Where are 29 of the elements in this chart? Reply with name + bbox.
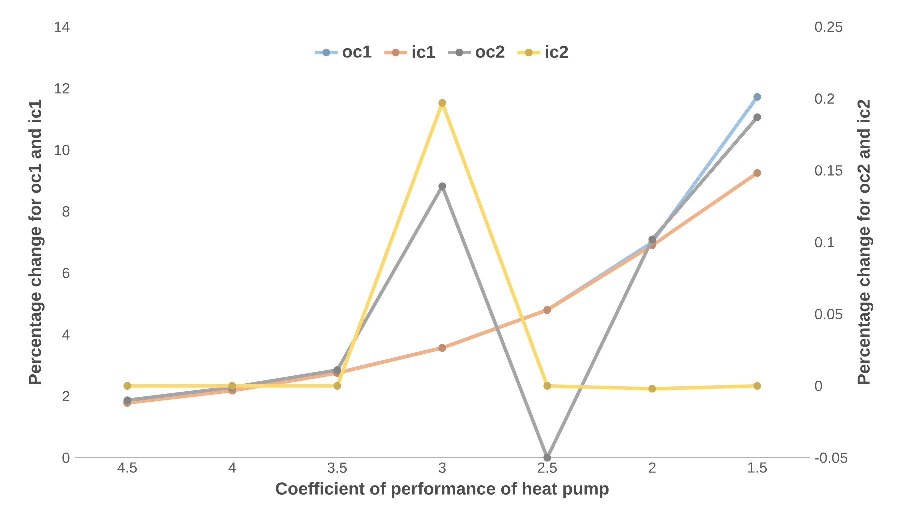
y2-tick-label: 0	[815, 380, 822, 392]
y-tick-label: 8	[62, 206, 70, 217]
legend-label: ic2	[546, 46, 568, 58]
y2-tick-label: 0.25	[815, 22, 843, 32]
y2-tick-label: 0.2	[815, 94, 834, 104]
y-tick-label: 4	[62, 330, 70, 340]
legend-label: oc1	[342, 46, 372, 58]
legend-label: oc2	[476, 46, 505, 58]
x-tick-label: 3	[438, 462, 446, 474]
x-tick-label: 4	[228, 462, 236, 473]
y2-tick-label: 0.1	[815, 237, 834, 248]
y-tick-label: 0	[62, 452, 70, 464]
x-tick-label: 2	[649, 462, 656, 473]
y2-tick-label: 0.05	[815, 309, 843, 320]
x-tick-label: 1.5	[748, 462, 768, 473]
x-tick-label: 2.5	[538, 462, 558, 474]
y-axis-title: Percentage change for oc1 and ic1	[28, 100, 45, 384]
y-tick-label: 6	[62, 268, 70, 278]
y-tick-label: 14	[55, 22, 70, 32]
x-tick-label: 4.5	[118, 462, 138, 473]
y2-axis-title: Percentage change for oc2 and ic2	[857, 100, 874, 384]
x-axis-title: Coefficient of performance of heat pump	[276, 482, 609, 498]
y-tick-label: 2	[62, 391, 70, 402]
x-tick-label: 3.5	[328, 462, 348, 474]
y2-tick-label: -0.05	[815, 452, 848, 464]
y2-tick-label: 0.15	[815, 165, 843, 176]
y-tick-label: 10	[55, 144, 70, 156]
y-tick-label: 12	[55, 83, 70, 94]
legend-label: ic1	[412, 46, 436, 58]
